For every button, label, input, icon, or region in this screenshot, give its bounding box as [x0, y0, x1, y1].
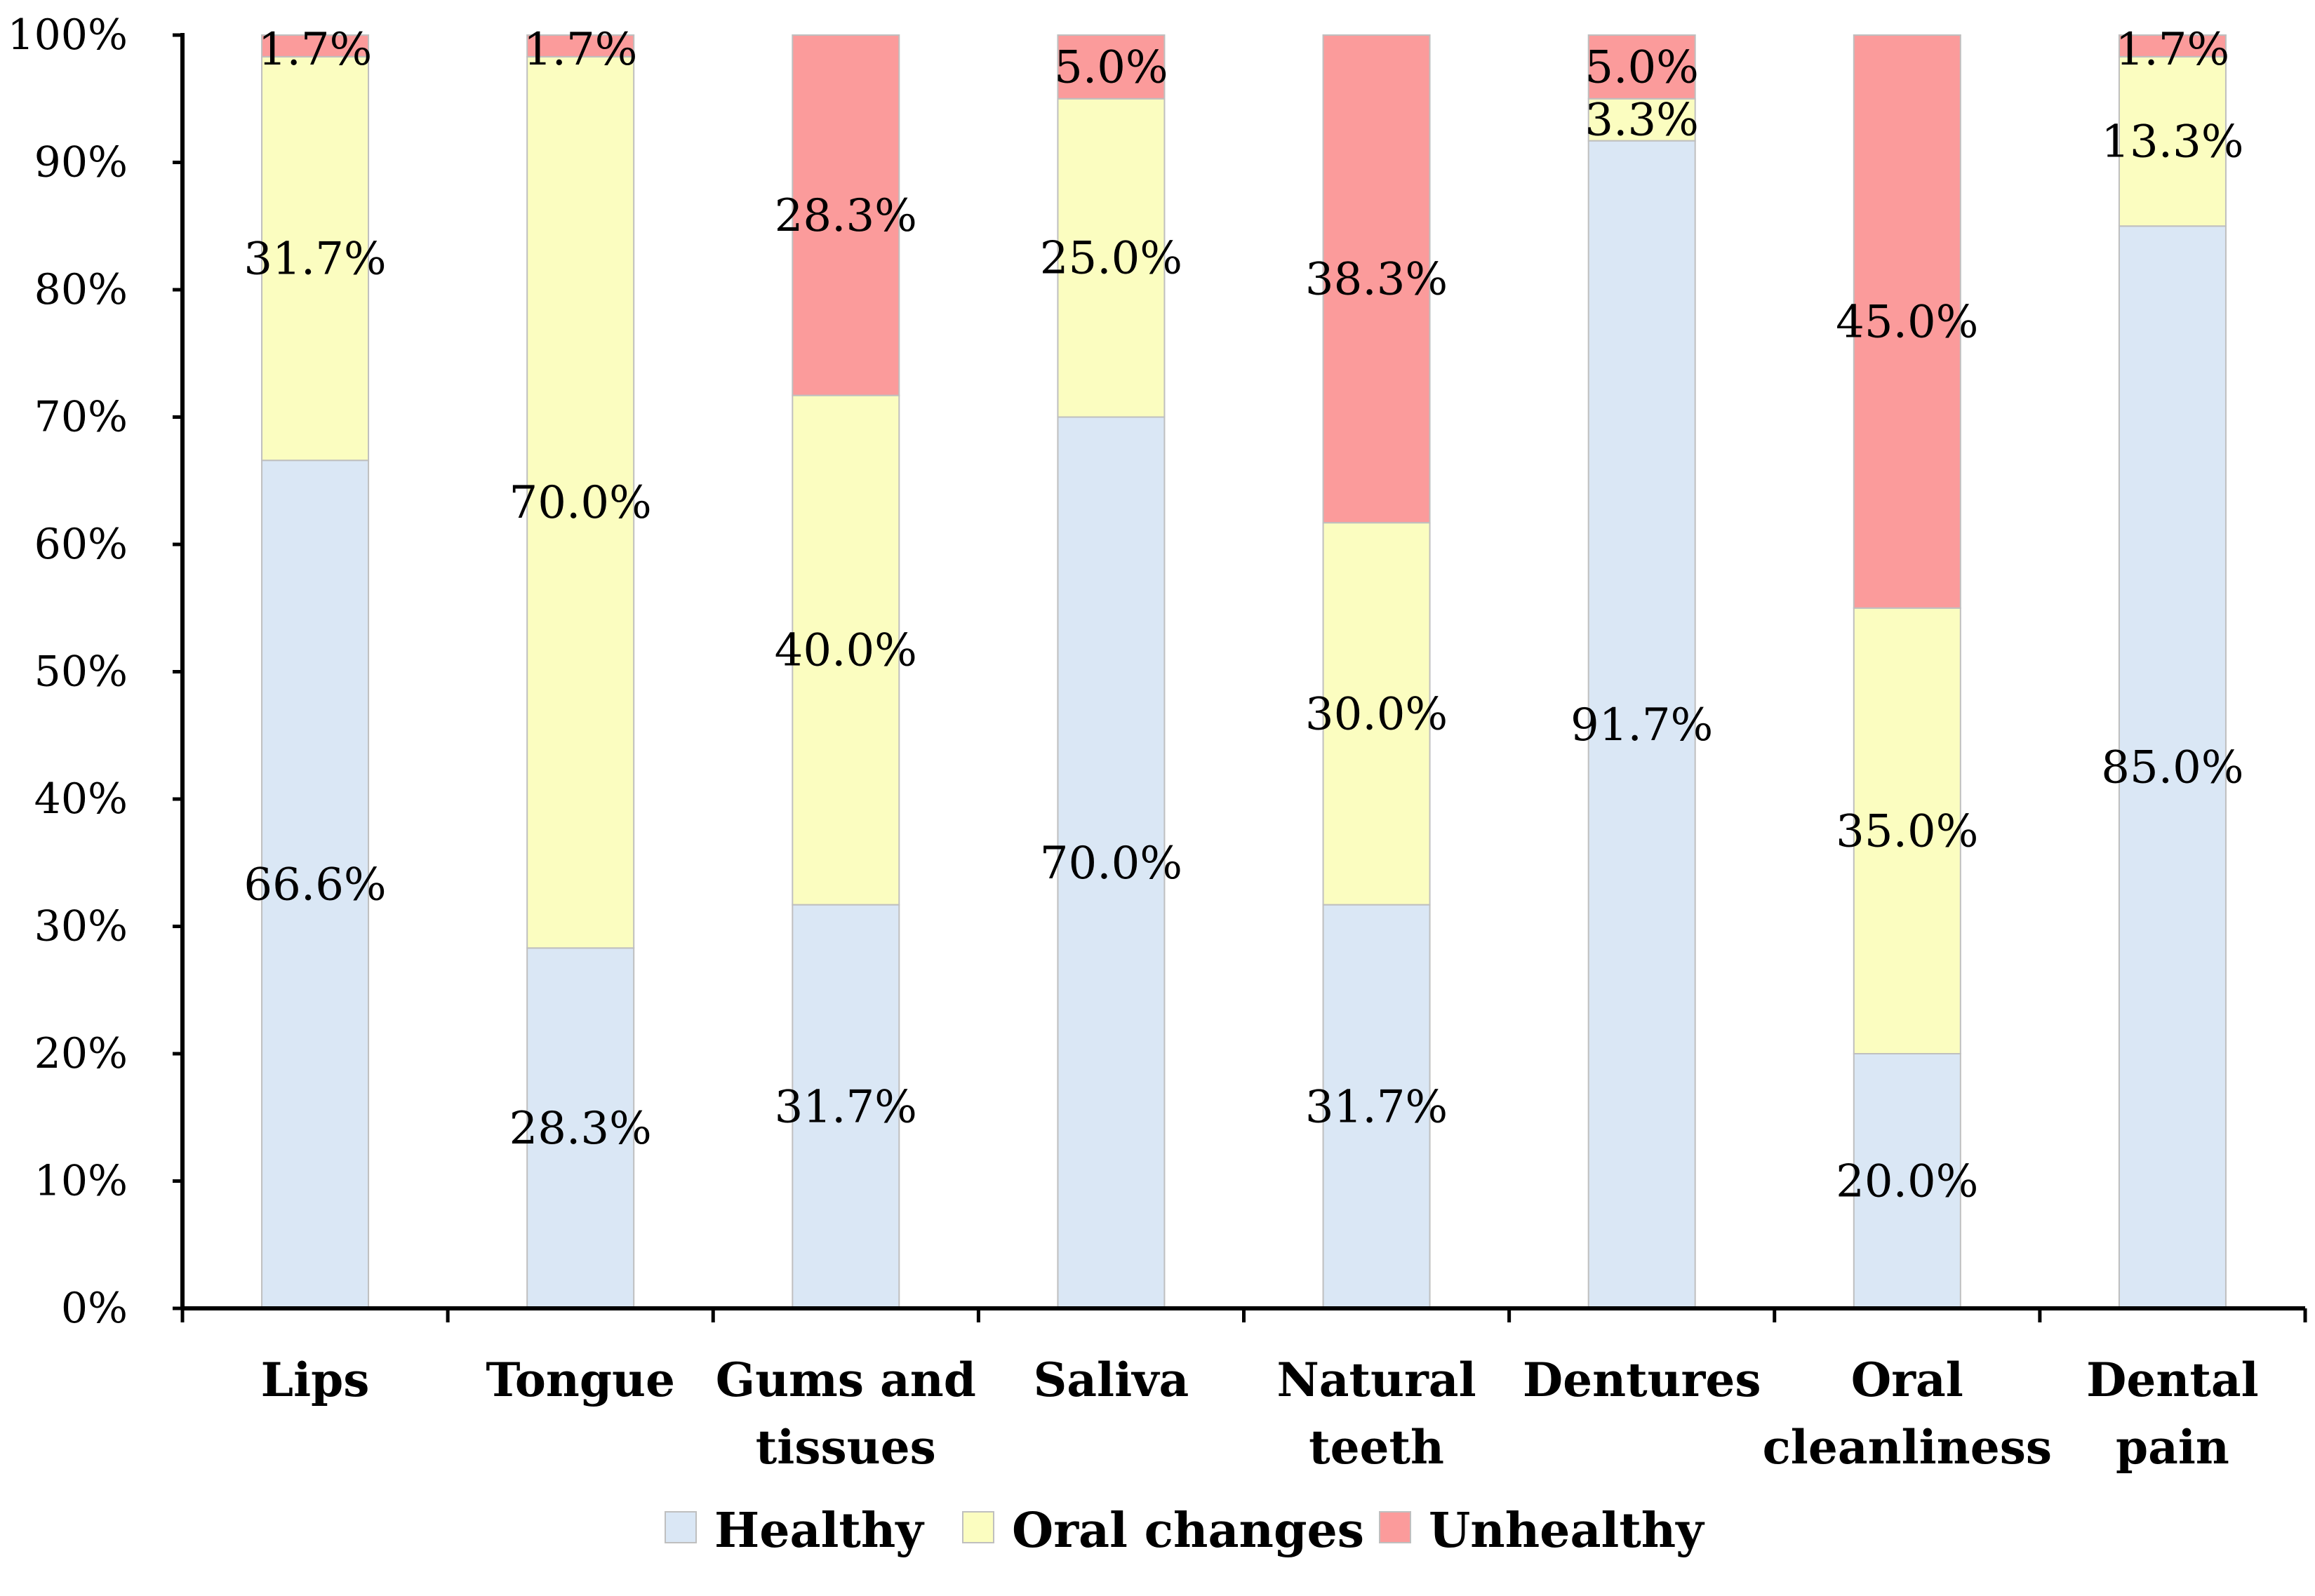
- bar-segment-tongue-oral-changes: [526, 55, 635, 949]
- y-tick-label: 30%: [34, 902, 128, 951]
- x-tick-label-natural-teeth: Natural teeth: [1276, 1353, 1476, 1475]
- x-tick-label-line: Lips: [261, 1353, 370, 1407]
- data-label-lips-oral-changes: 31.7%: [243, 234, 386, 286]
- y-tick-label: 0%: [61, 1284, 128, 1333]
- y-tick-label: 70%: [34, 393, 128, 442]
- x-tick-label-line: Tongue: [486, 1353, 675, 1407]
- y-tick-label: 40%: [34, 774, 128, 824]
- y-tick-label: 50%: [34, 648, 128, 697]
- bar-segment-oral-cleanliness-oral-changes: [1853, 607, 1961, 1054]
- x-tick-label-line: tissues: [756, 1420, 936, 1475]
- data-label-dental-pain-oral-changes: 13.3%: [2101, 116, 2243, 168]
- bar-segment-natural-teeth-unhealthy: [1322, 34, 1431, 524]
- bar-segment-gums-and-tissues-oral-changes: [792, 394, 900, 906]
- legend-label-oral-changes: Oral changes: [1012, 1503, 1364, 1559]
- x-tick-label-gums-and-tissues: Gums and tissues: [716, 1353, 976, 1475]
- bar-segment-gums-and-tissues-unhealthy: [792, 34, 900, 396]
- data-label-natural-teeth-healthy: 31.7%: [1305, 1081, 1448, 1133]
- data-label-tongue-healthy: 28.3%: [509, 1103, 652, 1155]
- x-tick-label-line: teeth: [1309, 1420, 1444, 1475]
- data-label-dental-pain-healthy: 85.0%: [2101, 742, 2243, 794]
- x-tick-label-line: Gums and: [716, 1353, 976, 1407]
- bar-segment-dental-pain-unhealthy: [2118, 34, 2227, 58]
- data-label-tongue-unhealthy: 1.7%: [523, 24, 638, 76]
- bar-segment-oral-cleanliness-unhealthy: [1853, 34, 1961, 609]
- x-tick-label-line: Oral: [1851, 1353, 1963, 1407]
- x-tick-label-line: Dental: [2086, 1353, 2259, 1407]
- data-label-lips-unhealthy: 1.7%: [258, 24, 373, 76]
- data-label-natural-teeth-oral-changes: 30.0%: [1305, 688, 1448, 740]
- data-label-dental-pain-unhealthy: 1.7%: [2116, 24, 2230, 76]
- y-tick-label: 10%: [34, 1157, 128, 1206]
- legend-label-healthy: Healthy: [714, 1503, 925, 1559]
- legend: Healthy Oral changes Unhealthy: [665, 1503, 1705, 1559]
- legend-swatch-unhealthy: [1379, 1511, 1411, 1543]
- bar-segment-dentures-oral-changes: [1587, 98, 1696, 142]
- legend-swatch-healthy: [665, 1511, 697, 1543]
- legend-label-unhealthy: Unhealthy: [1429, 1503, 1705, 1559]
- bar-segment-oral-cleanliness-healthy: [1853, 1053, 1961, 1309]
- x-tick-label-line: Saliva: [1034, 1353, 1189, 1407]
- bar-segment-tongue-unhealthy: [526, 34, 635, 58]
- bars-layer: [261, 34, 2227, 1310]
- y-tick-label: 20%: [34, 1029, 128, 1078]
- bar-segment-dentures-healthy: [1587, 140, 1696, 1309]
- data-label-natural-teeth-unhealthy: 38.3%: [1305, 254, 1448, 306]
- bar-segment-saliva-healthy: [1057, 416, 1166, 1309]
- bar-segment-natural-teeth-healthy: [1322, 904, 1431, 1309]
- x-tick-label-lips: Lips: [261, 1353, 370, 1407]
- bar-segment-dentures-unhealthy: [1587, 34, 1696, 100]
- bar-segment-tongue-healthy: [526, 947, 635, 1309]
- bar-segment-saliva-unhealthy: [1057, 34, 1166, 100]
- bar-segment-saliva-oral-changes: [1057, 98, 1166, 418]
- x-tick-labels-layer: Lips Tongue Gums and tissues Saliva Natural te…: [261, 1353, 2259, 1475]
- y-tick-label: 60%: [34, 520, 128, 569]
- bar-segment-dental-pain-oral-changes: [2118, 55, 2227, 227]
- bar-segment-lips-healthy: [261, 460, 370, 1310]
- x-tick-label-line: cleanliness: [1763, 1420, 2052, 1475]
- data-label-gums-and-tissues-healthy: 31.7%: [775, 1081, 917, 1133]
- data-label-saliva-oral-changes: 25.0%: [1040, 233, 1182, 285]
- data-label-tongue-oral-changes: 70.0%: [509, 477, 652, 529]
- x-tick-label-dental-pain: Dental pain: [2086, 1353, 2259, 1475]
- x-tick-label-saliva: Saliva: [1034, 1353, 1189, 1407]
- y-tick-label: 80%: [34, 265, 128, 314]
- y-tick-label: 90%: [34, 138, 128, 187]
- bar-segment-lips-oral-changes: [261, 55, 370, 462]
- data-label-gums-and-tissues-unhealthy: 28.3%: [775, 190, 917, 242]
- y-tick-label: 100%: [7, 11, 128, 60]
- legend-swatch-oral-changes: [962, 1511, 994, 1543]
- axes-layer: 0% 10% 20% 30% 40% 50% 60% 70% 80% 90% 100%: [7, 11, 2307, 1333]
- x-tick-label-line: pain: [2116, 1420, 2229, 1475]
- data-label-gums-and-tissues-oral-changes: 40.0%: [775, 625, 917, 677]
- data-label-dentures-oral-changes: 3.3%: [1585, 95, 1699, 147]
- data-label-oral-cleanliness-oral-changes: 35.0%: [1836, 805, 1978, 857]
- data-label-saliva-unhealthy: 5.0%: [1054, 41, 1168, 93]
- data-label-lips-healthy: 66.6%: [243, 859, 386, 911]
- x-tick-label-dentures: Dentures: [1523, 1353, 1761, 1407]
- data-label-dentures-unhealthy: 5.0%: [1585, 41, 1699, 93]
- data-label-oral-cleanliness-unhealthy: 45.0%: [1836, 296, 1978, 348]
- data-label-dentures-healthy: 91.7%: [1570, 699, 1713, 751]
- x-tick-label-line: Natural: [1276, 1353, 1476, 1407]
- x-tick-label-tongue: Tongue: [486, 1353, 675, 1407]
- data-label-oral-cleanliness-healthy: 20.0%: [1836, 1156, 1978, 1208]
- data-labels-layer: 66.6% 31.7% 1.7% 28.3% 70.0% 1.7% 31.7% 40.0% 28…: [243, 24, 2243, 1208]
- x-tick-label-oral-cleanliness: Oral cleanliness: [1763, 1353, 2052, 1475]
- bar-segment-lips-unhealthy: [261, 34, 370, 58]
- x-tick-label-line: Dentures: [1523, 1353, 1761, 1407]
- data-label-saliva-healthy: 70.0%: [1040, 838, 1182, 890]
